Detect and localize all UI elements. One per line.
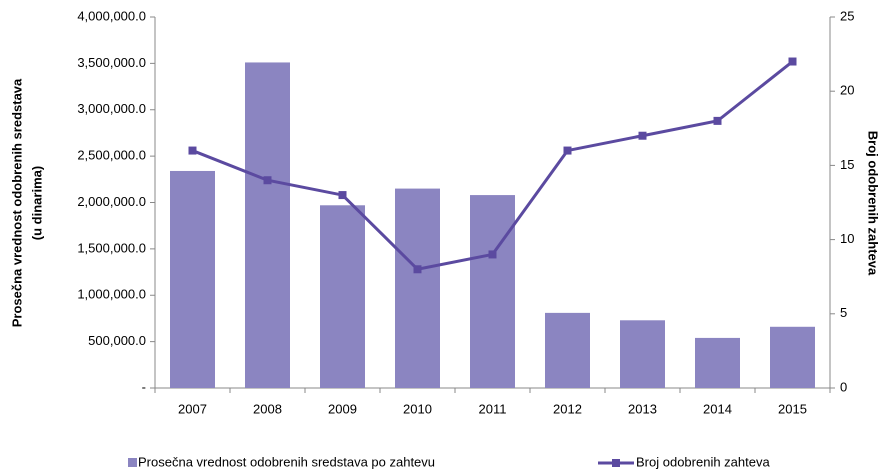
y2-tick-label: 15 (840, 157, 854, 172)
y2-tick-label: 10 (840, 231, 854, 246)
y-tick-label: 1,500,000.0 (77, 240, 146, 255)
x-tick-label: 2007 (178, 401, 207, 416)
y-tick-label: 1,000,000.0 (77, 287, 146, 302)
legend-swatch (128, 458, 137, 467)
y-tick-label: 500,000.0 (88, 333, 146, 348)
x-tick-label: 2011 (479, 401, 507, 416)
bar (245, 62, 290, 388)
line-marker (413, 265, 422, 274)
legend-label: Broj odobrenih zahteva (636, 454, 770, 469)
y-tick-label: 2,500,000.0 (77, 148, 146, 163)
bar (695, 337, 740, 388)
line-marker (638, 131, 647, 140)
x-tick-label: 2013 (628, 401, 657, 416)
line-marker (713, 116, 722, 125)
x-tick-label: 2014 (703, 401, 732, 416)
y-tick-label: - (142, 379, 146, 394)
y2-tick-label: 20 (840, 83, 854, 98)
legend-label: Prosečna vrednost odobrenih sredstava po… (138, 454, 435, 469)
y2-tick-label: 25 (840, 8, 854, 23)
line-marker (338, 191, 347, 200)
x-tick-label: 2009 (328, 401, 357, 416)
x-tick-label: 2015 (778, 401, 807, 416)
bar (770, 326, 815, 388)
line-marker (188, 146, 197, 155)
y2-tick-label: 0 (840, 379, 847, 394)
bar (545, 312, 590, 388)
bar (470, 195, 515, 388)
y-tick-label: 3,500,000.0 (77, 55, 146, 70)
y-tick-label: 2,000,000.0 (77, 194, 146, 209)
line-marker (488, 250, 497, 259)
y-axis-title: (u dinarima) (29, 166, 44, 240)
x-tick-label: 2012 (553, 401, 582, 416)
y-tick-label: 3,000,000.0 (77, 101, 146, 116)
x-tick-label: 2010 (403, 401, 432, 416)
bar (170, 170, 215, 388)
y2-axis-title: Broj odobrenih zahteva (866, 131, 881, 276)
line-marker (563, 146, 572, 155)
bar (395, 188, 440, 388)
line-marker (263, 176, 272, 185)
y2-tick-label: 5 (840, 305, 847, 320)
bar (320, 205, 365, 388)
legend-swatch (612, 459, 620, 467)
bar (620, 320, 665, 388)
y-tick-label: 4,000,000.0 (77, 8, 146, 23)
y-axis-title: Prosečna vrednost odobrenih sredstava (9, 78, 24, 327)
line-marker (788, 57, 797, 66)
x-tick-label: 2008 (253, 401, 282, 416)
